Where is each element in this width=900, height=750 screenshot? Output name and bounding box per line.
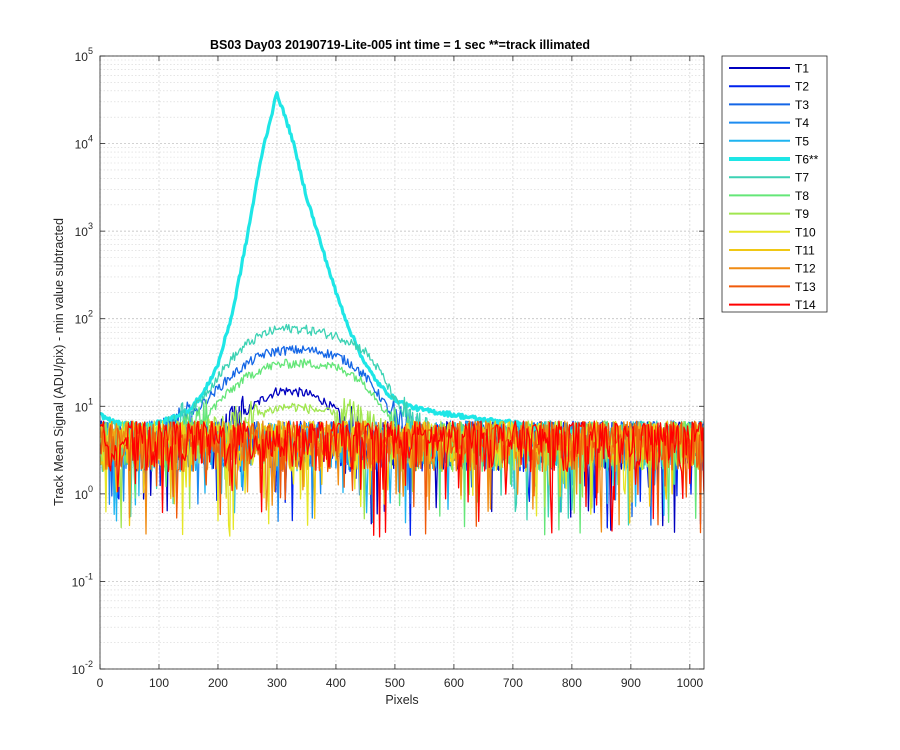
x-axis-label: Pixels — [385, 693, 418, 707]
x-tick-label: 500 — [385, 676, 405, 690]
chart-title: BS03 Day03 20190719-Lite-005 int time = … — [210, 38, 590, 52]
y-tick-base: 10 — [75, 400, 89, 414]
y-tick-label: 100 — [75, 484, 93, 502]
y-tick-base: 10 — [75, 488, 89, 502]
legend-label-T11: T11 — [795, 244, 815, 258]
legend-label-T4: T4 — [795, 116, 809, 130]
legend-label-T14: T14 — [795, 298, 816, 312]
legend-label-T13: T13 — [795, 280, 816, 294]
y-tick-base: 10 — [72, 575, 86, 589]
legend-label-T3: T3 — [795, 98, 809, 112]
legend-label-T6**: T6** — [795, 153, 819, 167]
legend-label-T5: T5 — [795, 134, 809, 148]
y-tick-label: 103 — [75, 221, 93, 239]
plot-area — [100, 56, 704, 669]
y-tick-exponent: 1 — [88, 396, 93, 406]
x-tick-label: 800 — [562, 676, 582, 690]
y-tick-label: 104 — [75, 134, 93, 152]
y-tick-exponent: 4 — [88, 134, 93, 144]
y-axis-label: Track Mean Signal (ADU/pix) - min value … — [52, 218, 66, 506]
y-tick-base: 10 — [75, 138, 89, 152]
legend-label-T7: T7 — [795, 171, 809, 185]
y-tick-exponent: 2 — [88, 309, 93, 319]
ticks: 0 100 200 300 400 500 600 700 800 900 100010-210-1… — [72, 46, 704, 690]
legend-label-T9: T9 — [795, 207, 809, 221]
legend: T1 T2 T3 T4 T5 T6** T7 T8 T9 T10 T11 T12 T13 T14 — [721, 55, 828, 313]
x-tick-label: 600 — [444, 676, 464, 690]
y-tick-exponent: 3 — [88, 221, 93, 231]
x-tick-label: 1000 — [676, 676, 703, 690]
y-tick-exponent: -1 — [85, 571, 93, 581]
y-tick-label: 102 — [75, 309, 93, 327]
y-tick-base: 10 — [75, 50, 89, 64]
y-tick-exponent: 0 — [88, 484, 93, 494]
x-tick-label: 0 — [97, 676, 104, 690]
legend-label-T1: T1 — [795, 62, 809, 76]
legend-label-T12: T12 — [795, 262, 816, 276]
plot-frame — [99, 55, 705, 670]
y-tick-exponent: -2 — [85, 659, 93, 669]
x-tick-label: 300 — [267, 676, 287, 690]
legend-label-T10: T10 — [795, 225, 816, 239]
y-tick-exponent: 5 — [88, 46, 93, 56]
y-tick-label: 105 — [75, 46, 93, 64]
y-tick-base: 10 — [72, 663, 86, 677]
x-tick-label: 700 — [503, 676, 523, 690]
y-tick-base: 10 — [75, 313, 89, 327]
series-line-T14 — [100, 420, 704, 538]
x-tick-label: 400 — [326, 676, 346, 690]
x-tick-label: 900 — [621, 676, 641, 690]
legend-box — [721, 55, 828, 313]
legend-label-T8: T8 — [795, 189, 809, 203]
y-tick-base: 10 — [75, 225, 89, 239]
y-tick-label: 10-2 — [72, 659, 93, 677]
y-tick-label: 10-1 — [72, 571, 93, 589]
x-tick-label: 100 — [149, 676, 169, 690]
series-line-T7 — [100, 323, 704, 526]
legend-label-T2: T2 — [795, 80, 809, 94]
series-layer — [100, 91, 704, 538]
x-tick-label: 200 — [208, 676, 228, 690]
y-tick-label: 101 — [75, 396, 93, 414]
